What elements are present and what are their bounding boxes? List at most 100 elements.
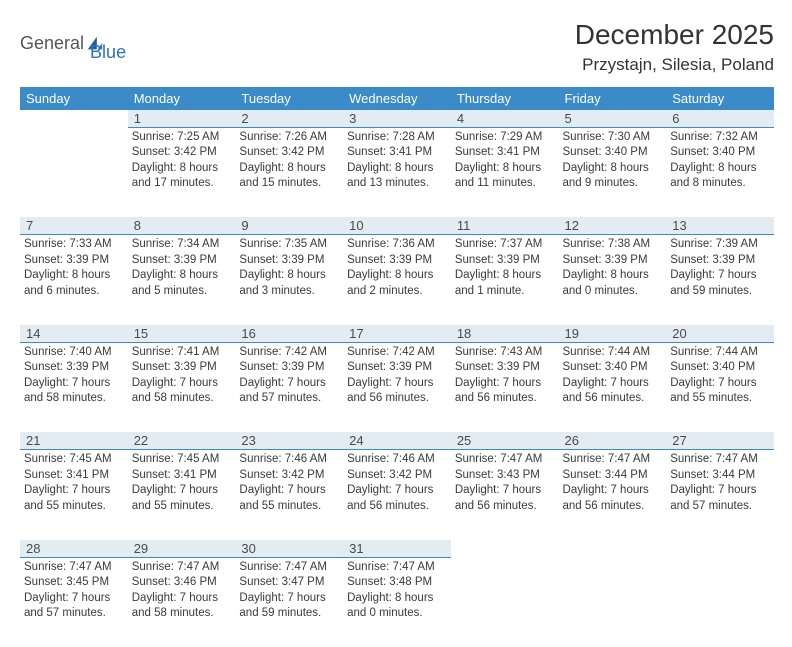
day-cell-text: Sunrise: 7:38 AMSunset: 3:39 PMDaylight:… xyxy=(563,237,663,299)
weekday-sat: Saturday xyxy=(666,87,774,110)
daynum-row: 123456 xyxy=(20,110,774,128)
calendar-page: General Blue December 2025 Przystajn, Si… xyxy=(0,0,792,647)
day-cell-text: Sunrise: 7:37 AMSunset: 3:39 PMDaylight:… xyxy=(455,237,555,299)
day-cell-text: Sunrise: 7:42 AMSunset: 3:39 PMDaylight:… xyxy=(347,345,447,407)
day-cell-text: Sunrise: 7:47 AMSunset: 3:44 PMDaylight:… xyxy=(563,452,663,514)
day-cell: Sunrise: 7:42 AMSunset: 3:39 PMDaylight:… xyxy=(235,342,343,432)
title-block: December 2025 Przystajn, Silesia, Poland xyxy=(575,20,774,75)
weekday-sun: Sunday xyxy=(20,87,128,110)
day-cell: Sunrise: 7:46 AMSunset: 3:42 PMDaylight:… xyxy=(235,450,343,540)
day-number: 25 xyxy=(451,432,559,450)
day-cell-text: Sunrise: 7:43 AMSunset: 3:39 PMDaylight:… xyxy=(455,345,555,407)
day-content-row: Sunrise: 7:25 AMSunset: 3:42 PMDaylight:… xyxy=(20,127,774,217)
day-cell xyxy=(666,557,774,647)
day-cell-text: Sunrise: 7:45 AMSunset: 3:41 PMDaylight:… xyxy=(24,452,124,514)
day-cell-text: Sunrise: 7:32 AMSunset: 3:40 PMDaylight:… xyxy=(670,130,770,192)
day-number: 19 xyxy=(559,325,667,343)
day-cell-text: Sunrise: 7:35 AMSunset: 3:39 PMDaylight:… xyxy=(239,237,339,299)
day-number: 29 xyxy=(128,540,236,558)
day-number: 28 xyxy=(20,540,128,558)
day-number: 23 xyxy=(235,432,343,450)
day-cell-text: Sunrise: 7:47 AMSunset: 3:43 PMDaylight:… xyxy=(455,452,555,514)
day-content-row: Sunrise: 7:45 AMSunset: 3:41 PMDaylight:… xyxy=(20,450,774,540)
day-number: 16 xyxy=(235,325,343,343)
day-cell-text: Sunrise: 7:46 AMSunset: 3:42 PMDaylight:… xyxy=(347,452,447,514)
day-cell: Sunrise: 7:47 AMSunset: 3:45 PMDaylight:… xyxy=(20,557,128,647)
day-number: 27 xyxy=(666,432,774,450)
logo-text-blue: Blue xyxy=(90,42,126,63)
day-cell: Sunrise: 7:33 AMSunset: 3:39 PMDaylight:… xyxy=(20,235,128,325)
day-cell: Sunrise: 7:38 AMSunset: 3:39 PMDaylight:… xyxy=(559,235,667,325)
weekday-thu: Thursday xyxy=(451,87,559,110)
day-cell: Sunrise: 7:36 AMSunset: 3:39 PMDaylight:… xyxy=(343,235,451,325)
calendar-table: Sunday Monday Tuesday Wednesday Thursday… xyxy=(20,87,774,647)
day-cell-text: Sunrise: 7:42 AMSunset: 3:39 PMDaylight:… xyxy=(239,345,339,407)
day-cell: Sunrise: 7:26 AMSunset: 3:42 PMDaylight:… xyxy=(235,127,343,217)
daynum-row: 78910111213 xyxy=(20,217,774,235)
month-title: December 2025 xyxy=(575,20,774,51)
day-cell-text: Sunrise: 7:46 AMSunset: 3:42 PMDaylight:… xyxy=(239,452,339,514)
day-number: 21 xyxy=(20,432,128,450)
day-number: 6 xyxy=(666,110,774,128)
day-cell: Sunrise: 7:47 AMSunset: 3:44 PMDaylight:… xyxy=(666,450,774,540)
day-cell: Sunrise: 7:47 AMSunset: 3:44 PMDaylight:… xyxy=(559,450,667,540)
day-cell-text: Sunrise: 7:40 AMSunset: 3:39 PMDaylight:… xyxy=(24,345,124,407)
day-number: 7 xyxy=(20,217,128,235)
day-cell: Sunrise: 7:43 AMSunset: 3:39 PMDaylight:… xyxy=(451,342,559,432)
day-number: 31 xyxy=(343,540,451,558)
day-number: 8 xyxy=(128,217,236,235)
day-content-row: Sunrise: 7:40 AMSunset: 3:39 PMDaylight:… xyxy=(20,342,774,432)
day-number: 18 xyxy=(451,325,559,343)
day-cell: Sunrise: 7:25 AMSunset: 3:42 PMDaylight:… xyxy=(128,127,236,217)
day-cell: Sunrise: 7:42 AMSunset: 3:39 PMDaylight:… xyxy=(343,342,451,432)
weekday-wed: Wednesday xyxy=(343,87,451,110)
day-cell xyxy=(559,557,667,647)
day-cell-text: Sunrise: 7:30 AMSunset: 3:40 PMDaylight:… xyxy=(563,130,663,192)
daynum-row: 21222324252627 xyxy=(20,432,774,450)
daynum-row: 14151617181920 xyxy=(20,325,774,343)
day-number: 11 xyxy=(451,217,559,235)
day-cell: Sunrise: 7:37 AMSunset: 3:39 PMDaylight:… xyxy=(451,235,559,325)
day-number xyxy=(559,540,667,558)
day-cell: Sunrise: 7:45 AMSunset: 3:41 PMDaylight:… xyxy=(128,450,236,540)
day-cell: Sunrise: 7:29 AMSunset: 3:41 PMDaylight:… xyxy=(451,127,559,217)
day-number: 15 xyxy=(128,325,236,343)
day-number: 17 xyxy=(343,325,451,343)
day-cell-text: Sunrise: 7:34 AMSunset: 3:39 PMDaylight:… xyxy=(132,237,232,299)
day-cell xyxy=(20,127,128,217)
day-cell-text: Sunrise: 7:45 AMSunset: 3:41 PMDaylight:… xyxy=(132,452,232,514)
day-cell-text: Sunrise: 7:47 AMSunset: 3:45 PMDaylight:… xyxy=(24,560,124,622)
day-cell-text: Sunrise: 7:36 AMSunset: 3:39 PMDaylight:… xyxy=(347,237,447,299)
day-cell: Sunrise: 7:47 AMSunset: 3:43 PMDaylight:… xyxy=(451,450,559,540)
day-cell-text: Sunrise: 7:47 AMSunset: 3:48 PMDaylight:… xyxy=(347,560,447,622)
day-content-row: Sunrise: 7:47 AMSunset: 3:45 PMDaylight:… xyxy=(20,557,774,647)
day-cell: Sunrise: 7:39 AMSunset: 3:39 PMDaylight:… xyxy=(666,235,774,325)
day-cell: Sunrise: 7:35 AMSunset: 3:39 PMDaylight:… xyxy=(235,235,343,325)
day-number: 1 xyxy=(128,110,236,128)
day-cell-text: Sunrise: 7:25 AMSunset: 3:42 PMDaylight:… xyxy=(132,130,232,192)
day-number: 10 xyxy=(343,217,451,235)
day-cell: Sunrise: 7:47 AMSunset: 3:48 PMDaylight:… xyxy=(343,557,451,647)
day-cell: Sunrise: 7:46 AMSunset: 3:42 PMDaylight:… xyxy=(343,450,451,540)
day-number: 9 xyxy=(235,217,343,235)
weekday-mon: Monday xyxy=(128,87,236,110)
day-number: 14 xyxy=(20,325,128,343)
day-cell: Sunrise: 7:40 AMSunset: 3:39 PMDaylight:… xyxy=(20,342,128,432)
day-cell-text: Sunrise: 7:47 AMSunset: 3:47 PMDaylight:… xyxy=(239,560,339,622)
day-number xyxy=(666,540,774,558)
day-cell-text: Sunrise: 7:47 AMSunset: 3:44 PMDaylight:… xyxy=(670,452,770,514)
day-cell: Sunrise: 7:34 AMSunset: 3:39 PMDaylight:… xyxy=(128,235,236,325)
logo: General Blue xyxy=(20,24,126,63)
day-cell-text: Sunrise: 7:44 AMSunset: 3:40 PMDaylight:… xyxy=(670,345,770,407)
day-cell: Sunrise: 7:28 AMSunset: 3:41 PMDaylight:… xyxy=(343,127,451,217)
day-cell-text: Sunrise: 7:47 AMSunset: 3:46 PMDaylight:… xyxy=(132,560,232,622)
header: General Blue December 2025 Przystajn, Si… xyxy=(20,20,774,75)
day-cell: Sunrise: 7:30 AMSunset: 3:40 PMDaylight:… xyxy=(559,127,667,217)
weekday-fri: Friday xyxy=(559,87,667,110)
day-number: 22 xyxy=(128,432,236,450)
day-number xyxy=(20,110,128,128)
day-content-row: Sunrise: 7:33 AMSunset: 3:39 PMDaylight:… xyxy=(20,235,774,325)
day-cell: Sunrise: 7:41 AMSunset: 3:39 PMDaylight:… xyxy=(128,342,236,432)
weekday-header-row: Sunday Monday Tuesday Wednesday Thursday… xyxy=(20,87,774,110)
day-number: 12 xyxy=(559,217,667,235)
